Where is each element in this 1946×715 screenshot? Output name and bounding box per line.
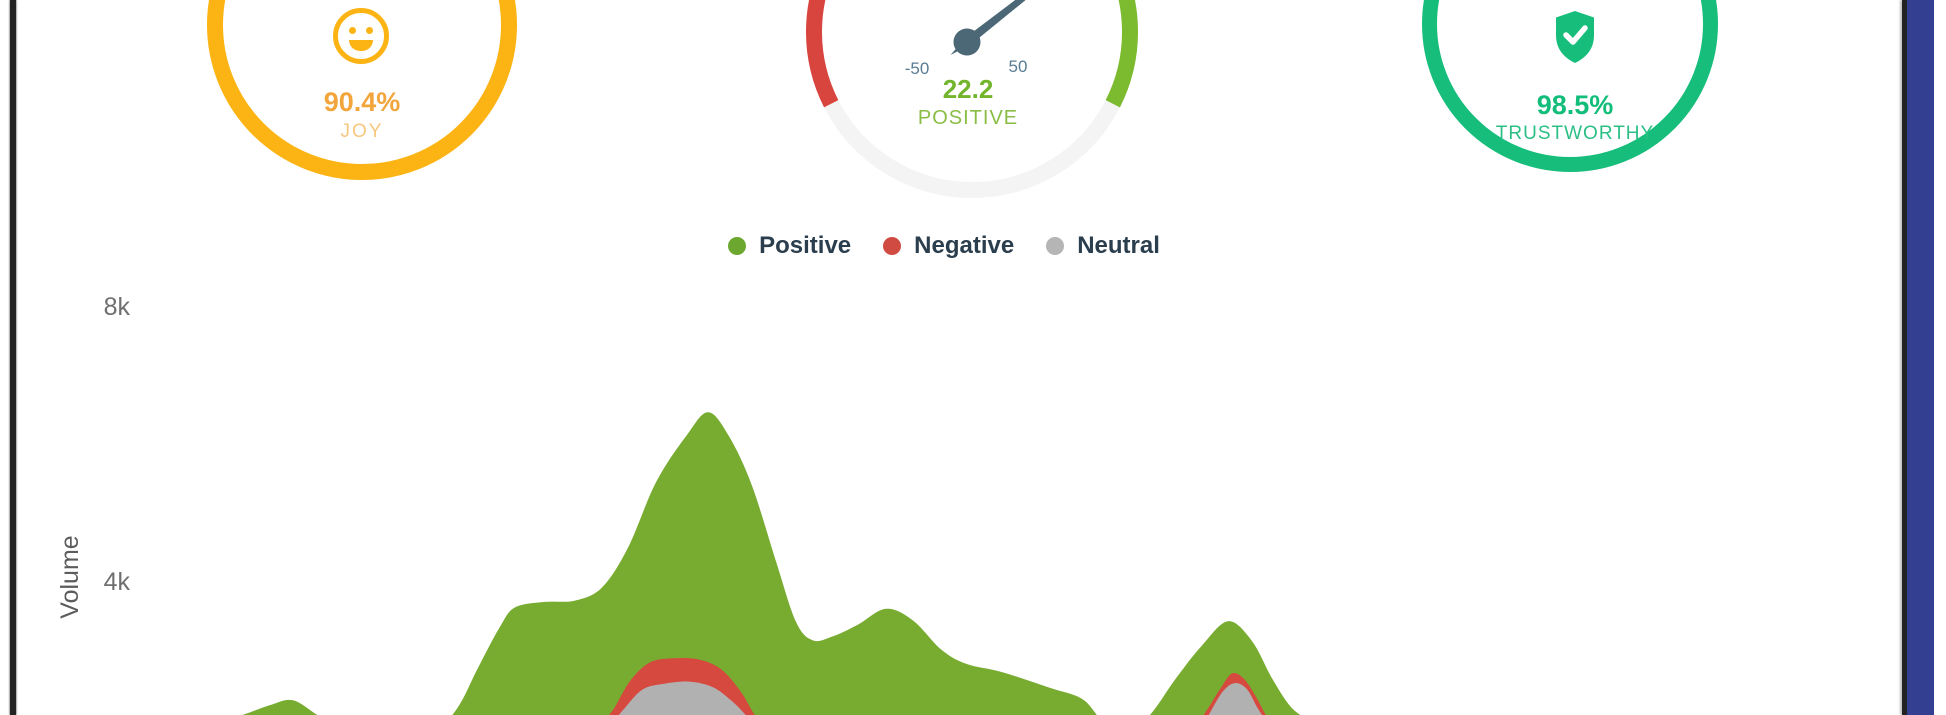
legend-item-negative[interactable]: Negative [883, 232, 1014, 260]
legend-label-neutral: Neutral [1077, 232, 1160, 259]
neutral-dot-icon [1046, 237, 1065, 255]
gauge-track-arc [824, 100, 1120, 199]
positive-dot-icon [728, 237, 747, 255]
sentiment-gauge-value: 22.2 [942, 74, 994, 104]
y-tick-4k: 4k [103, 568, 130, 596]
sentiment-gauge-max-label: 50 [1008, 57, 1028, 76]
trustworthy-gauge-label: TRUSTWORTHY [1495, 123, 1655, 144]
window-right-border [1902, 0, 1907, 715]
area-series-positive[interactable] [150, 412, 1322, 715]
gauge-needle [950, 0, 1102, 56]
smiley-eye-left [349, 27, 356, 34]
vertical-scrollbar[interactable] [1907, 0, 1934, 715]
legend-item-positive[interactable]: Positive [728, 232, 851, 260]
legend-label-negative: Negative [914, 232, 1015, 259]
sentiment-gauge-min-label: -50 [904, 59, 930, 78]
area-series-neutral[interactable] [150, 681, 1322, 715]
legend-label-positive: Positive [759, 232, 852, 259]
shield-check-icon [1556, 11, 1594, 63]
smiley-mouth [349, 40, 373, 51]
smiley-eye-right [366, 27, 373, 34]
y-axis-title: Volume [56, 535, 84, 619]
y-tick-8k: 8k [103, 293, 130, 321]
legend-item-neutral[interactable]: Neutral [1046, 232, 1160, 260]
joy-gauge-label: JOY [340, 121, 384, 142]
negative-dot-icon [883, 237, 902, 255]
smiley-face-icon [333, 8, 389, 64]
joy-gauge-value: 90.4% [323, 87, 401, 117]
chart-legend: Positive Negative Neutral [0, 232, 1917, 260]
window-left-border [10, 0, 16, 715]
gauge-positive-arc [1105, 0, 1138, 108]
gauge-negative-arc [806, 0, 839, 108]
trustworthy-gauge-value: 98.5% [1536, 90, 1614, 120]
sentiment-gauge-label: POSITIVE [917, 107, 1019, 129]
